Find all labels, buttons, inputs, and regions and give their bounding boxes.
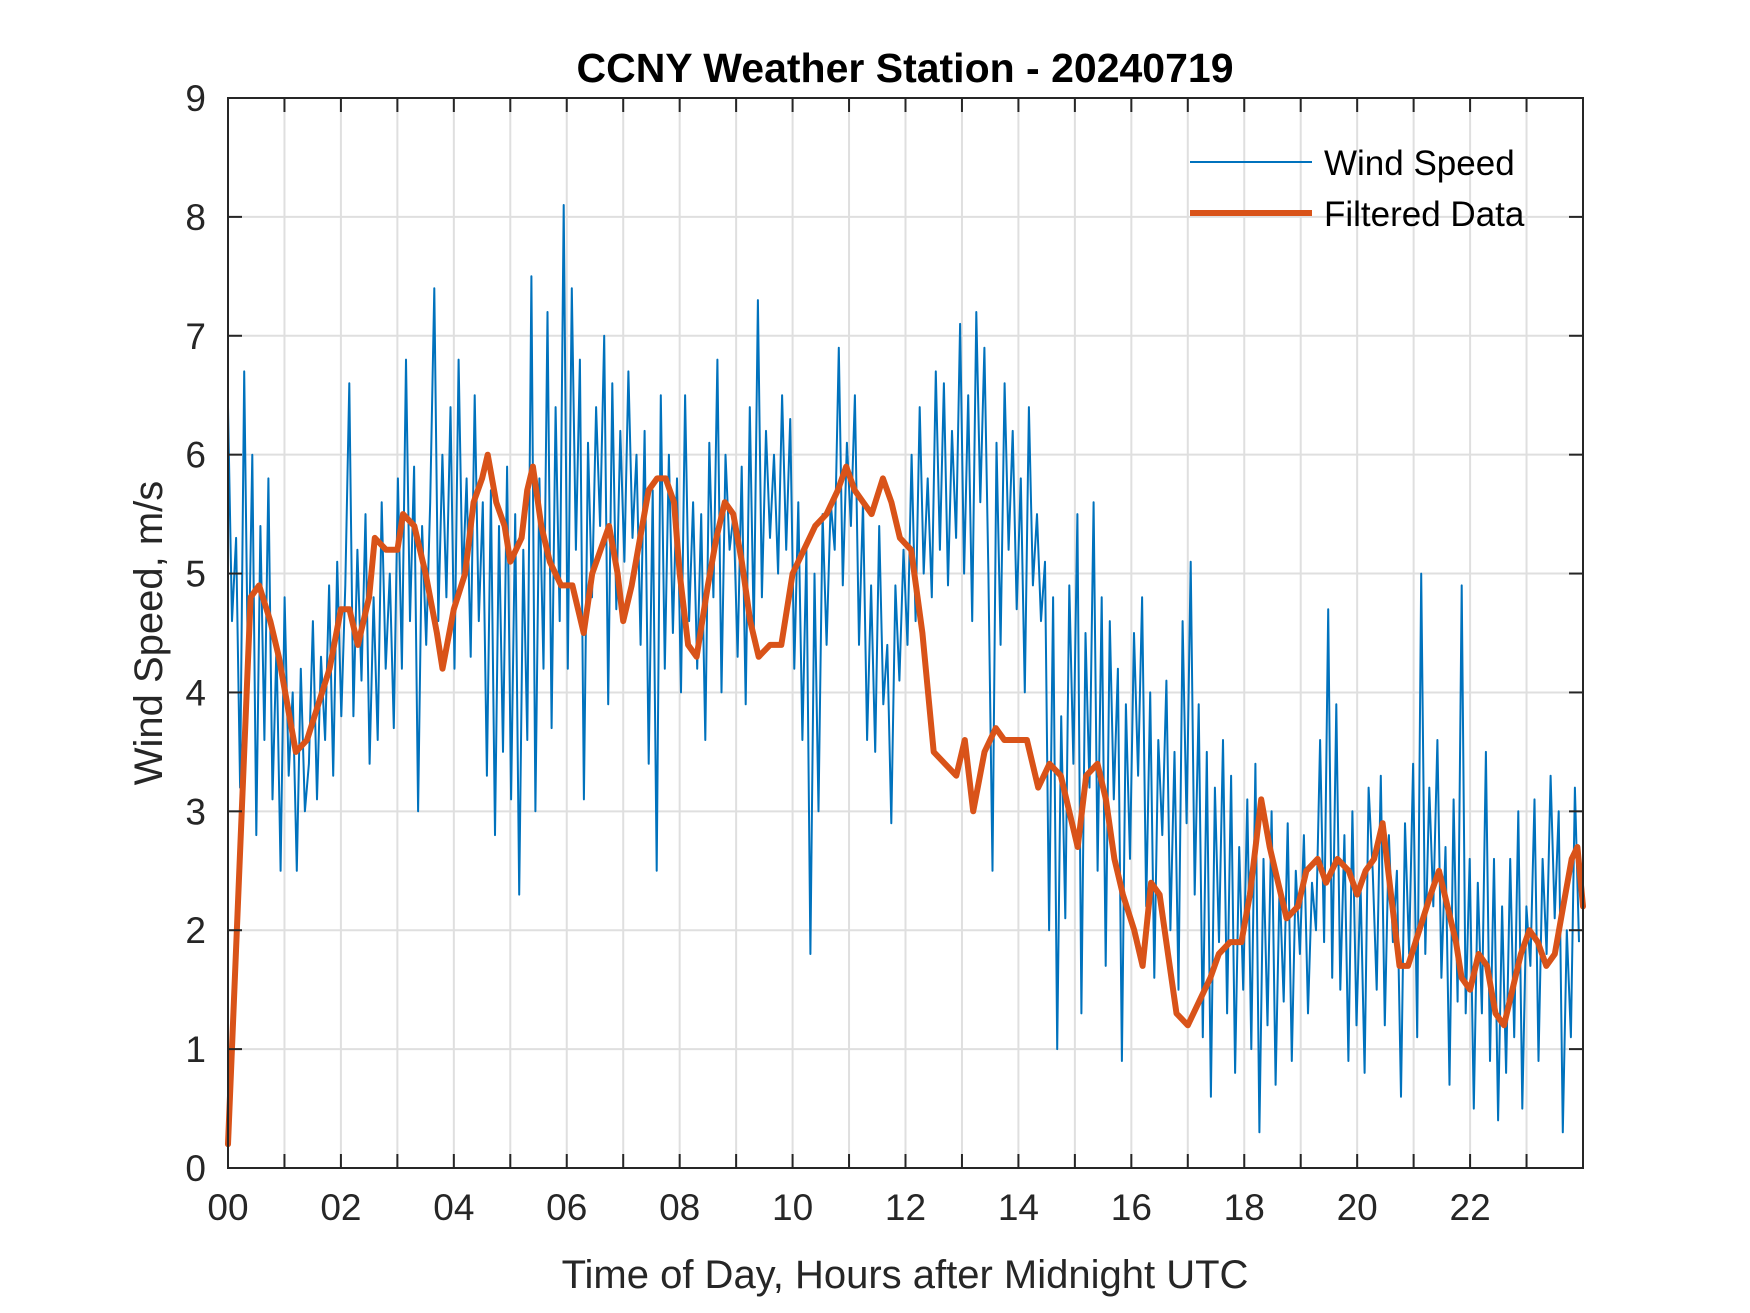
- x-tick-label: 20: [1337, 1187, 1378, 1228]
- x-tick-label: 08: [659, 1187, 700, 1228]
- x-tick-label: 18: [1224, 1187, 1265, 1228]
- legend-label-wind-speed: Wind Speed: [1324, 144, 1515, 183]
- y-tick-label: 3: [185, 791, 206, 832]
- x-axis-label: Time of Day, Hours after Midnight UTC: [562, 1253, 1249, 1297]
- x-tick-label: 02: [320, 1187, 361, 1228]
- filtered-data-line: [225, 451, 1586, 1148]
- x-tick-label: 14: [998, 1187, 1039, 1228]
- y-tick-label: 6: [185, 435, 206, 476]
- y-tick-label: 4: [185, 672, 206, 713]
- x-tick-label: 00: [207, 1187, 248, 1228]
- legend-label-filtered-data: Filtered Data: [1324, 195, 1525, 234]
- y-tick-label: 7: [185, 316, 206, 357]
- chart-title: CCNY Weather Station - 20240719: [576, 45, 1233, 91]
- y-axis-label: Wind Speed, m/s: [127, 481, 171, 786]
- x-tick-label: 16: [1111, 1187, 1152, 1228]
- x-tick-label: 06: [546, 1187, 587, 1228]
- y-tick-label: 2: [185, 910, 206, 951]
- y-tick-label: 8: [185, 197, 206, 238]
- y-tick-label: 0: [185, 1148, 206, 1189]
- ticks: [227, 97, 1583, 1169]
- x-tick-label: 22: [1450, 1187, 1491, 1228]
- legend[interactable]: Wind Speed Filtered Data: [1190, 144, 1525, 234]
- x-tick-label: 12: [885, 1187, 926, 1228]
- y-tick-label: 9: [185, 78, 206, 119]
- y-tick-label: 5: [185, 554, 206, 595]
- y-tick-label: 1: [185, 1029, 206, 1070]
- series-layer: [225, 204, 1586, 1148]
- x-tick-label: 04: [433, 1187, 474, 1228]
- x-tick-label: 10: [772, 1187, 813, 1228]
